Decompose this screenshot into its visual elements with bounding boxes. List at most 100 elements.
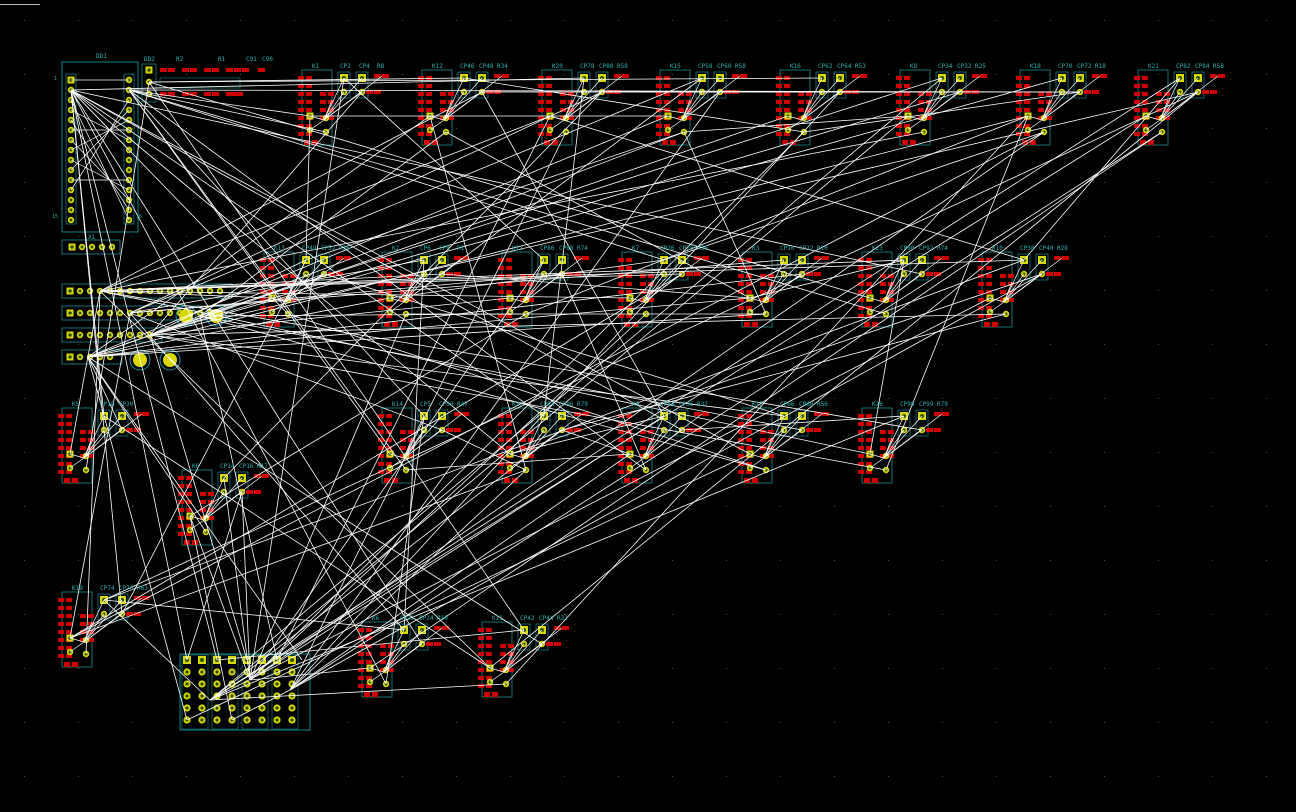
ratsnest-line xyxy=(1003,281,1013,303)
ratsnest-line xyxy=(70,89,130,151)
grid-dot xyxy=(618,182,619,183)
grid-dot xyxy=(132,452,133,453)
ic-ref-label: DD2 xyxy=(144,56,155,63)
ratsnest-line xyxy=(149,91,1199,336)
grid-dot xyxy=(942,398,943,399)
smd-pad xyxy=(58,430,64,434)
cap-ref-label: C90 xyxy=(262,56,273,63)
res-pad xyxy=(190,68,197,72)
smd-pad xyxy=(282,274,288,278)
res-pad xyxy=(494,74,501,78)
grid-dot xyxy=(834,236,835,237)
smd-pad xyxy=(618,282,624,286)
smd-pad xyxy=(918,108,924,112)
smd-pad xyxy=(896,92,902,96)
smd-pad xyxy=(978,290,984,294)
smd-pad xyxy=(664,132,670,136)
ratsnest-line xyxy=(87,356,123,431)
smd-pad xyxy=(400,282,406,286)
terminal-strip-outline xyxy=(61,283,233,299)
relay-ref-label: K5 xyxy=(72,401,80,408)
res-pad xyxy=(374,74,381,78)
ratsnest-line xyxy=(663,131,1045,261)
grid-dot xyxy=(186,290,187,291)
ratsnest-line xyxy=(403,281,413,303)
smd-pad xyxy=(746,446,752,450)
ratsnest-line xyxy=(70,139,130,201)
ratsnest-line xyxy=(443,91,483,121)
smd-pad xyxy=(626,290,632,294)
smd-pad xyxy=(626,258,632,262)
ratsnest-line xyxy=(128,89,665,261)
pad-drill xyxy=(88,333,92,337)
ratsnest-line xyxy=(83,613,105,643)
ratsnest-line xyxy=(883,415,923,459)
smd-pad xyxy=(738,274,744,278)
grid-dot xyxy=(888,614,889,615)
res-pad xyxy=(212,92,219,96)
smd-pad xyxy=(738,454,744,458)
smd-pad xyxy=(760,438,766,442)
grid-dot xyxy=(402,182,403,183)
grid-dot xyxy=(510,128,511,129)
res-pad xyxy=(926,428,933,432)
ratsnest-line xyxy=(643,437,653,459)
pad-drill xyxy=(245,694,249,698)
grid-dot xyxy=(1158,614,1159,615)
smd-pad xyxy=(760,290,766,294)
grid-dot xyxy=(618,506,619,507)
ratsnest-line xyxy=(869,297,885,303)
res-pad xyxy=(942,412,949,416)
smd-pad xyxy=(866,290,872,294)
cap-ref-label: CP48 xyxy=(479,63,494,70)
grid-dot xyxy=(1104,290,1105,291)
grid-dot xyxy=(564,398,565,399)
grid-dot xyxy=(348,776,349,777)
smd-pad xyxy=(880,438,886,442)
smd-pad xyxy=(640,282,646,286)
ratsnest-line xyxy=(523,429,545,459)
smd-pad xyxy=(546,76,552,80)
grid-dot xyxy=(402,74,403,75)
smd-pad xyxy=(858,274,864,278)
cap-ref-label: CP24 xyxy=(419,615,434,622)
smd-pad xyxy=(64,662,70,667)
smd-pad xyxy=(880,430,886,434)
pin-label: 16 xyxy=(136,214,142,220)
ratsnest-line xyxy=(549,115,1025,261)
smd-pad xyxy=(306,108,312,112)
relay-ref-label: K8 xyxy=(910,63,918,70)
cap-ref-label: CP86 xyxy=(540,245,555,252)
ratsnest-line xyxy=(70,89,511,455)
smd-pad xyxy=(528,298,534,302)
smd-pad xyxy=(626,446,632,450)
smd-pad xyxy=(66,438,72,442)
grid-dot xyxy=(1050,398,1051,399)
grid-dot xyxy=(240,722,241,723)
res-pad xyxy=(1084,90,1091,94)
smd-pad xyxy=(546,132,552,136)
ratsnest-line xyxy=(87,115,431,358)
header-column-outline xyxy=(271,654,299,730)
grid-dot xyxy=(564,506,565,507)
smd-pad xyxy=(626,282,632,286)
ratsnest-line xyxy=(149,334,887,471)
smd-pad xyxy=(508,668,514,672)
smd-pad xyxy=(640,430,646,434)
smd-pad xyxy=(260,258,266,262)
smd-pad xyxy=(378,282,384,286)
ratsnest-line xyxy=(209,77,1181,701)
ratsnest-line xyxy=(523,259,563,303)
ratsnest-line xyxy=(83,599,105,643)
smd-pad xyxy=(366,628,372,632)
smd-pad xyxy=(866,274,872,278)
pad-drill xyxy=(118,311,122,315)
grid-dot xyxy=(726,614,727,615)
smd-pad xyxy=(1134,76,1140,80)
smd-pad xyxy=(408,430,414,434)
ratsnest-line xyxy=(563,91,603,121)
grid-dot xyxy=(1212,614,1213,615)
ratsnest-line xyxy=(203,477,243,521)
pad-drill xyxy=(275,682,279,686)
